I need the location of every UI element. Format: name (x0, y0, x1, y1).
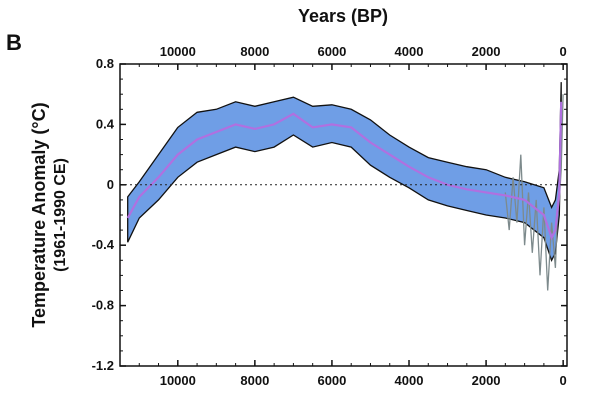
x-tick-label-bottom: 6000 (317, 373, 346, 388)
y-tick-label: 0.4 (96, 116, 115, 131)
x-tick-label-bottom: 8000 (240, 373, 269, 388)
x-tick-label-top: 10000 (160, 44, 196, 59)
y-tick-label: 0 (107, 177, 114, 192)
x-tick-label-top: 2000 (472, 44, 501, 59)
x-tick-label-top: 4000 (395, 44, 424, 59)
x-tick-label-bottom: 4000 (395, 373, 424, 388)
y-tick-label: -0.8 (92, 298, 114, 313)
y-tick-label: 0.8 (96, 56, 114, 71)
mean-temperature-line (126, 101, 563, 241)
y-axis-title: Temperature Anomaly (°C) (29, 102, 49, 327)
y-axis-title-group: Temperature Anomaly (°C) (1961-1990 CE) (29, 102, 69, 327)
y-tick-label: -0.4 (92, 237, 115, 252)
y-tick-label: -1.2 (92, 358, 114, 373)
y-axis-subtitle: (1961-1990 CE) (52, 158, 69, 272)
top-x-axis-title: Years (BP) (298, 6, 388, 26)
panel-label: B (6, 30, 22, 55)
x-tick-label-bottom: 2000 (472, 373, 501, 388)
uncertainty-band (127, 82, 562, 262)
x-tick-label-top: 8000 (240, 44, 269, 59)
plot-area: 0.8 0.4 0 -0.4 -0.8 -1.2 10000 10000 8000 8000 600… (92, 44, 568, 388)
x-tick-label-top: 0 (560, 44, 567, 59)
x-tick-label-top: 6000 (317, 44, 346, 59)
x-tick-label-bottom: 10000 (160, 373, 196, 388)
x-tick-label-bottom: 0 (560, 373, 567, 388)
